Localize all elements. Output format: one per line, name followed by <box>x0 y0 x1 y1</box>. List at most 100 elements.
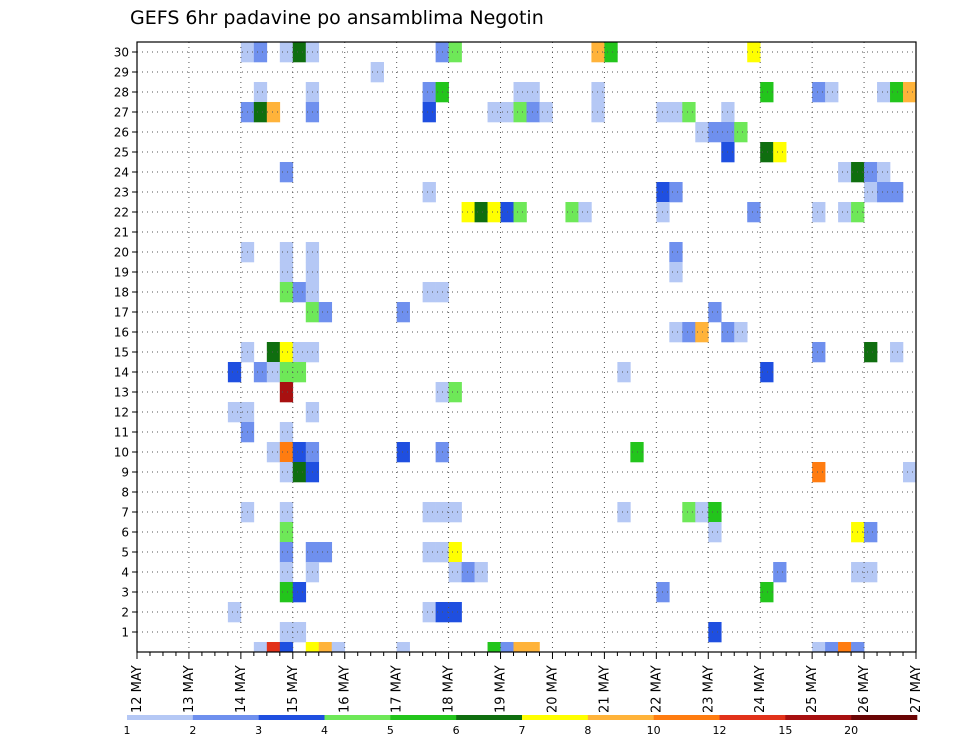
colorbar-label: 15 <box>778 724 792 737</box>
x-tick-label: 13 MAY <box>182 665 197 713</box>
precip-cell <box>851 642 865 653</box>
y-tick-label: 23 <box>114 186 129 200</box>
precip-cell <box>422 602 436 623</box>
precip-cell <box>747 202 761 223</box>
precip-cell <box>591 82 605 103</box>
colorbar-label: 10 <box>647 724 661 737</box>
precip-cell <box>253 642 268 653</box>
y-tick-label: 10 <box>114 446 129 460</box>
chart-title: GEFS 6hr padavine po ansamblima Negotin <box>130 7 544 29</box>
colorbar-swatch <box>192 715 259 720</box>
precip-cell <box>422 282 436 303</box>
precip-cell <box>617 502 631 523</box>
precip-cell <box>318 642 333 653</box>
colorbar-label: 6 <box>453 724 460 737</box>
precip-cell <box>279 342 294 363</box>
precip-cell <box>812 642 826 653</box>
x-tick-label: 16 MAY <box>338 665 353 713</box>
y-tick-label: 8 <box>121 486 129 500</box>
y-tick-label: 21 <box>114 226 129 240</box>
precip-cell <box>448 502 462 523</box>
precip-cell <box>422 102 436 123</box>
precip-cell <box>448 562 462 583</box>
colorbar-swatch <box>719 715 786 720</box>
y-tick-label: 27 <box>114 106 129 120</box>
precip-cell <box>266 102 281 123</box>
precip-cell <box>279 582 294 603</box>
x-tick-label: 23 MAY <box>701 665 716 713</box>
y-tick-label: 24 <box>114 166 129 180</box>
x-tick-label: 15 MAY <box>286 665 301 713</box>
precip-cell <box>513 102 527 123</box>
precip-cell <box>838 202 852 223</box>
x-tick-label: 22 MAY <box>649 665 664 713</box>
precip-cell <box>708 302 722 323</box>
precip-cell <box>864 182 878 203</box>
x-tick-label: 12 MAY <box>130 665 145 713</box>
y-tick-label: 30 <box>114 46 129 60</box>
precip-cell <box>422 542 436 563</box>
x-tick-label: 25 MAY <box>805 665 820 713</box>
precip-cell <box>253 82 268 103</box>
colorbar-swatch <box>785 715 852 720</box>
precip-cell <box>747 42 761 63</box>
precip-cell <box>708 502 722 523</box>
precip-cell <box>292 622 307 643</box>
precip-cell <box>513 82 527 103</box>
precip-cell <box>682 322 696 343</box>
y-tick-label: 17 <box>114 306 129 320</box>
precip-cell <box>734 122 748 143</box>
precip-cell <box>292 582 307 603</box>
y-tick-label: 20 <box>114 246 129 260</box>
precip-cell <box>669 102 683 123</box>
precip-cell <box>903 82 917 103</box>
x-tick-label: 26 MAY <box>857 665 872 713</box>
x-tick-label: 21 MAY <box>597 665 612 713</box>
precip-cell <box>279 442 294 463</box>
precip-cell <box>279 522 294 543</box>
precip-cell <box>487 102 501 123</box>
precip-cell <box>487 642 501 653</box>
precip-cell <box>890 82 904 103</box>
y-tick-label: 2 <box>121 606 129 620</box>
precip-cell <box>877 162 891 183</box>
precip-cell <box>292 462 307 483</box>
precip-cell <box>396 642 410 653</box>
colorbar-swatch <box>127 715 194 720</box>
precip-cell <box>539 102 553 123</box>
precip-cell <box>708 622 722 643</box>
y-tick-label: 25 <box>114 146 129 160</box>
precip-cell <box>825 82 839 103</box>
y-tick-label: 18 <box>114 286 129 300</box>
colorbar-swatch <box>653 715 720 720</box>
precip-cell <box>669 182 683 203</box>
y-tick-label: 7 <box>121 506 129 520</box>
precip-cell <box>695 502 709 523</box>
precip-cell <box>864 562 878 583</box>
x-tick-label: 14 MAY <box>234 665 249 713</box>
y-tick-label: 15 <box>114 346 129 360</box>
x-tick-label: 20 MAY <box>545 665 560 713</box>
precip-cell <box>461 202 475 223</box>
precip-cell <box>318 302 333 323</box>
precip-cell <box>669 322 683 343</box>
precip-cell <box>331 642 346 653</box>
y-tick-label: 22 <box>114 206 129 220</box>
precip-cell <box>292 282 307 303</box>
grid-layer <box>137 42 916 652</box>
precip-cell <box>838 642 852 653</box>
precip-cell <box>253 362 268 383</box>
precip-cell <box>773 142 787 163</box>
y-tick-label: 11 <box>114 426 129 440</box>
precip-cell <box>279 42 294 63</box>
precip-cell <box>279 502 294 523</box>
precip-cell <box>448 42 462 63</box>
y-tick-label: 16 <box>114 326 129 340</box>
precip-cell <box>474 202 488 223</box>
precip-cell <box>812 202 826 223</box>
precip-cell <box>422 502 436 523</box>
precip-cell <box>890 342 904 363</box>
precip-cell <box>227 402 242 423</box>
precip-cell <box>292 442 307 463</box>
colorbar-label: 1 <box>124 724 131 737</box>
